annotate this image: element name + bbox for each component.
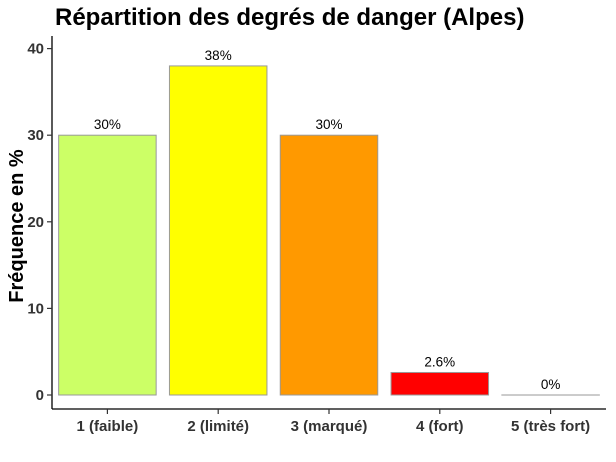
y-axis-label: Fréquence en % (6, 149, 28, 303)
bar-2 (168, 65, 268, 396)
x-tick-label-5: 5 (très fort) (511, 418, 590, 435)
bar-4 (390, 371, 490, 396)
x-tick-label-3: 3 (marqué) (291, 418, 368, 435)
y-tick-label-10: 10 (27, 300, 44, 317)
y-tick-label-40: 40 (27, 41, 44, 58)
x-ticks-group: 1 (faible) 2 (limité) 3 (marqué) 4 (fort) 5 … (77, 409, 590, 435)
bars-group (58, 65, 600, 396)
x-tick-label-4: 4 (fort) (416, 418, 464, 435)
data-labels-group: 30% 38% 30% 2.6% 0% (94, 48, 560, 392)
data-label-4: 2.6% (424, 354, 455, 369)
data-label-1: 30% (94, 117, 121, 132)
bar-3 (279, 134, 379, 396)
y-ticks-group: 0 10 20 30 40 (27, 41, 52, 404)
data-label-5: 0% (541, 377, 561, 392)
data-label-3: 30% (315, 117, 342, 132)
x-tick-label-2: 2 (limité) (187, 418, 249, 435)
y-tick-label-30: 30 (27, 127, 44, 144)
chart-title: Répartition des degrés de danger (Alpes) (55, 4, 524, 31)
x-tick-label-1: 1 (faible) (77, 418, 139, 435)
y-tick-label-20: 20 (27, 214, 44, 231)
data-label-2: 38% (205, 48, 232, 63)
y-tick-label-0: 0 (36, 387, 44, 404)
bar-1 (58, 134, 157, 396)
